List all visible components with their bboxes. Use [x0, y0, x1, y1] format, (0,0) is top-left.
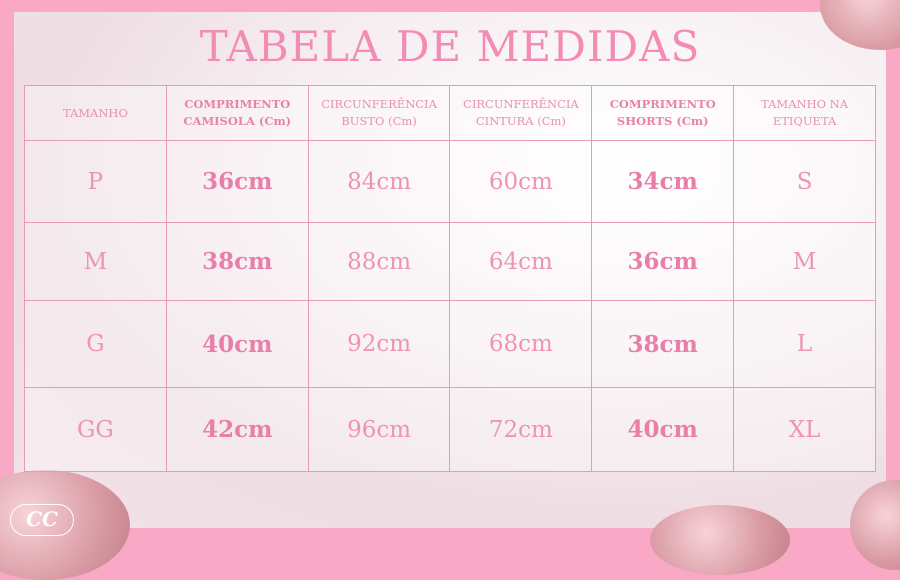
header-shorts-length: COMPRIMENTO SHORTS (Cm): [591, 85, 735, 141]
table-cell: 38cm: [165, 222, 309, 301]
size-table: TAMANHO COMPRIMENTO CAMISOLA (Cm) CIRCUN…: [24, 85, 876, 472]
table-cell: 34cm: [591, 140, 735, 223]
header-row: TAMANHO COMPRIMENTO CAMISOLA (Cm) CIRCUN…: [24, 85, 876, 141]
table-cell: S: [733, 140, 876, 223]
header-size: TAMANHO: [24, 85, 167, 141]
table-cell: GG: [24, 387, 167, 472]
table-cell: P: [24, 140, 167, 223]
table-cell: 84cm: [307, 140, 451, 223]
table-cell: 42cm: [165, 387, 309, 472]
brand-logo: CC: [10, 504, 74, 536]
table-cell: 88cm: [307, 222, 451, 301]
table-row: G 40cm 92cm 68cm 38cm L: [24, 300, 876, 388]
table-cell: 64cm: [449, 222, 593, 301]
table-cell: 60cm: [449, 140, 593, 223]
table-cell: L: [733, 300, 876, 388]
table-cell: 38cm: [591, 300, 735, 388]
table-cell: 40cm: [165, 300, 309, 388]
table-row: P 36cm 84cm 60cm 34cm S: [24, 140, 876, 223]
header-bust: CIRCUNFERÊNCIA BUSTO (Cm): [307, 85, 451, 141]
table-cell: 72cm: [449, 387, 593, 472]
table-cell: 92cm: [307, 300, 451, 388]
table-cell: M: [24, 222, 167, 301]
table-cell: 40cm: [591, 387, 735, 472]
table-cell: XL: [733, 387, 876, 472]
page-title: TABELA DE MEDIDAS: [199, 22, 701, 71]
table-cell: M: [733, 222, 876, 301]
table-row: M 38cm 88cm 64cm 36cm M: [24, 222, 876, 301]
table-cell: 68cm: [449, 300, 593, 388]
header-waist: CIRCUNFERÊNCIA CINTURA (Cm): [449, 85, 593, 141]
table-cell: 96cm: [307, 387, 451, 472]
header-camisole-length: COMPRIMENTO CAMISOLA (Cm): [165, 85, 309, 141]
header-label-size: TAMANHO NA ETIQUETA: [733, 85, 876, 141]
silk-decoration: [650, 505, 790, 575]
table-cell: 36cm: [165, 140, 309, 223]
table-cell: 36cm: [591, 222, 735, 301]
table-cell: G: [24, 300, 167, 388]
table-row: GG 42cm 96cm 72cm 40cm XL: [24, 387, 876, 472]
